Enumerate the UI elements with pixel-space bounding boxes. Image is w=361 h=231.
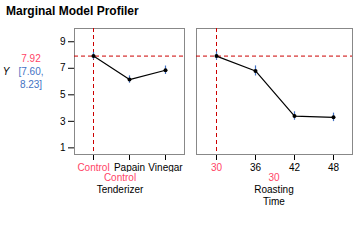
svg-text:48: 48 [328, 162, 340, 172]
svg-text:30: 30 [211, 162, 223, 172]
html-text:7.92: 7.92 [21, 53, 41, 64]
html-text:Y: Y [2, 66, 10, 77]
html-text:8.23]: 8.23] [19, 79, 43, 90]
html-text:Tenderizer: Tenderizer [96, 184, 144, 195]
svg-text:5: 5 [60, 89, 66, 100]
svg-text:3: 3 [60, 116, 66, 127]
svg-text:Vinegar: Vinegar [148, 162, 183, 172]
html-text:Roasting Time: Roasting Time [254, 184, 294, 207]
svg-text:1: 1 [60, 142, 66, 153]
svg-text:36: 36 [250, 162, 262, 172]
svg-text:7: 7 [60, 62, 66, 73]
html-text:Marginal Model Profiler: Marginal Model Profiler [6, 4, 139, 18]
svg-text:42: 42 [289, 162, 301, 172]
html-text:[7.60,: [7.60, [18, 66, 44, 77]
svg-text:9: 9 [60, 36, 66, 47]
html-text:30: 30 [268, 172, 280, 183]
svg-text:Papain: Papain [114, 162, 145, 172]
svg-text:Control: Control [77, 162, 109, 172]
